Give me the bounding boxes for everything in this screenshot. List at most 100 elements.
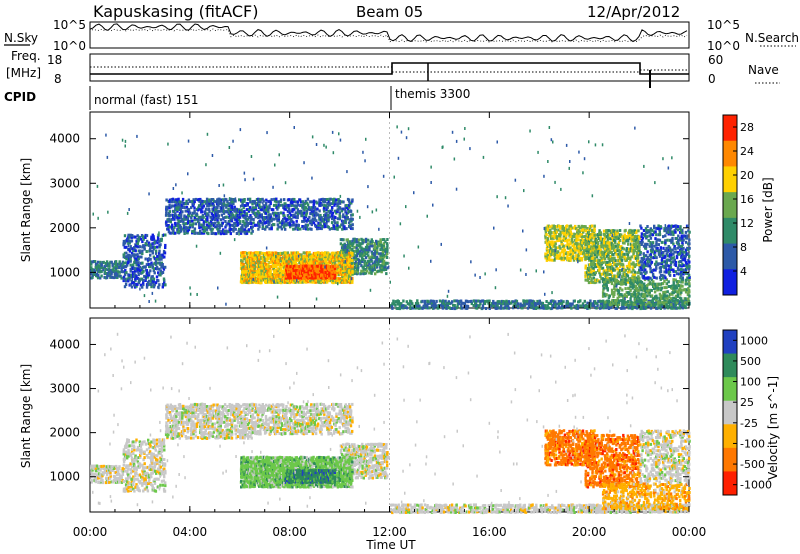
range-gate-cell — [589, 249, 593, 253]
range-gate-cell — [91, 275, 94, 279]
range-gate-cell — [659, 307, 662, 310]
range-gate-cell — [523, 302, 526, 306]
range-gate-cell — [288, 267, 291, 271]
range-gate-cell — [271, 281, 275, 284]
range-gate-cell — [295, 257, 298, 261]
range-gate-cell — [349, 243, 353, 247]
range-gate-cell — [303, 257, 306, 261]
range-gate-cell — [264, 211, 268, 215]
range-gate-cell — [122, 265, 126, 269]
range-gate-cell — [382, 247, 386, 251]
range-gate-cell — [380, 252, 383, 256]
range-gate-cell — [157, 279, 160, 283]
range-gate-cell — [142, 244, 145, 248]
range-gate-cell — [297, 270, 300, 274]
range-gate-cell — [382, 243, 386, 247]
range-gate-cell — [134, 267, 137, 271]
range-gate-cell — [201, 210, 204, 214]
range-gate-cell — [276, 259, 279, 263]
range-gate-cell — [596, 253, 599, 257]
range-gate-cell — [291, 279, 294, 282]
range-gate-cell — [268, 251, 271, 255]
range-gate-cell — [211, 209, 214, 213]
range-gate-cell — [312, 204, 315, 207]
range-gate-cell — [144, 277, 147, 281]
range-gate-cell — [402, 299, 405, 303]
range-gate-cell — [251, 200, 254, 203]
range-gate-cell — [287, 198, 291, 202]
range-gate-cell — [367, 254, 370, 258]
range-gate-cell — [588, 275, 592, 278]
range-gate-cell — [378, 260, 381, 264]
range-gate-cell — [333, 261, 337, 265]
range-gate-cell — [316, 270, 319, 274]
range-gate-cell — [257, 270, 261, 274]
range-gate-cell — [228, 214, 231, 218]
range-gate-cell — [164, 233, 167, 237]
range-gate-cell — [384, 247, 388, 251]
range-gate-cell — [455, 306, 459, 310]
range-gate-cell — [500, 299, 504, 303]
range-gate-cell — [224, 225, 227, 229]
range-gate-cell — [593, 300, 597, 304]
range-gate-cell — [259, 215, 262, 219]
range-gate-cell — [460, 303, 463, 307]
range-gate-cell — [328, 253, 332, 257]
range-gate-cell — [552, 304, 555, 308]
range-gate-cell — [101, 266, 105, 270]
range-gate-cell — [340, 273, 344, 277]
range-gate-cell — [351, 213, 354, 217]
range-gate-cell — [353, 245, 356, 249]
range-gate-cell — [238, 211, 242, 215]
range-gate-cell — [292, 221, 295, 225]
range-gate-cell — [208, 198, 211, 202]
range-gate-cell — [568, 230, 571, 234]
range-gate-cell — [236, 223, 240, 227]
range-gate-cell — [269, 202, 272, 206]
range-gate-cell — [592, 251, 595, 255]
range-gate-cell — [297, 210, 300, 213]
range-gate-cell — [316, 266, 319, 270]
range-gate-cell — [577, 246, 580, 250]
range-gate-cell — [549, 258, 552, 262]
range-gate-cell — [164, 283, 167, 287]
range-gate-cell — [565, 233, 568, 237]
range-gate-cell — [346, 277, 349, 281]
range-gate-cell — [132, 281, 136, 284]
range-gate-cell — [384, 268, 388, 271]
range-gate-cell — [379, 267, 382, 271]
range-gate-cell — [532, 300, 536, 304]
range-gate-cell — [379, 254, 382, 257]
range-gate-cell — [152, 277, 156, 281]
range-gate-cell — [355, 249, 358, 253]
range-gate-cell — [122, 242, 125, 246]
range-gate-cell — [582, 230, 585, 234]
range-gate-cell — [208, 203, 211, 207]
range-gate-cell — [516, 306, 520, 310]
range-gate-cell — [263, 261, 267, 265]
range-gate-cell — [129, 283, 132, 287]
range-gate-cell — [90, 270, 93, 274]
range-gate-cell — [266, 225, 269, 229]
range-gate-cell — [135, 244, 138, 247]
range-gate-cell — [96, 260, 100, 264]
range-gate-cell — [181, 218, 184, 221]
range-gate-cell — [306, 255, 310, 259]
range-gate-cell — [605, 306, 608, 310]
range-gate-cell — [599, 299, 602, 303]
range-gate-cell — [244, 270, 247, 274]
range-gate-cell — [625, 247, 629, 250]
range-gate-cell — [579, 242, 582, 246]
range-gate-cell — [550, 236, 553, 240]
range-gate-cell — [512, 300, 515, 304]
range-gate-cell — [159, 253, 162, 257]
range-gate-cell — [225, 198, 228, 202]
range-gate-cell — [337, 265, 340, 268]
range-gate-cell — [125, 245, 128, 249]
range-gate-cell — [562, 236, 565, 240]
range-gate-cell — [551, 240, 554, 244]
range-gate-cell — [100, 266, 103, 270]
range-gate-cell — [157, 271, 160, 275]
range-gate-cell — [313, 272, 316, 276]
range-gate-cell — [318, 280, 321, 284]
